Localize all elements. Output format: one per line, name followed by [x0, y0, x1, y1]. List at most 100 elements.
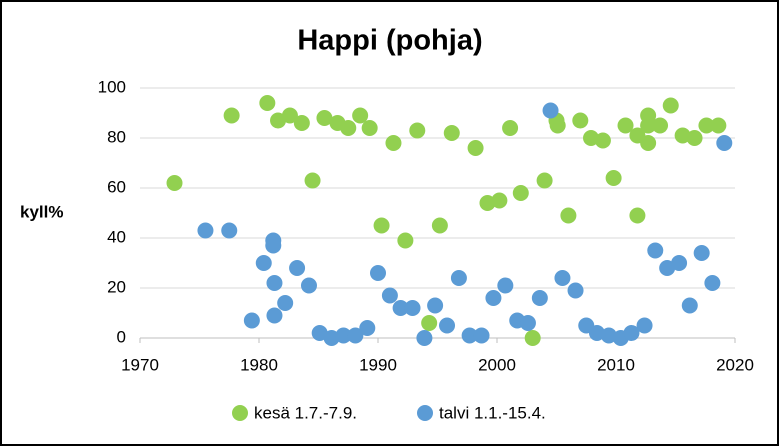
point	[370, 265, 386, 281]
point	[594, 132, 611, 149]
point	[259, 95, 276, 111]
point	[617, 117, 634, 134]
point	[662, 97, 679, 114]
point	[293, 115, 310, 131]
point	[300, 277, 317, 294]
point	[304, 172, 321, 189]
point	[519, 315, 536, 331]
point	[588, 325, 605, 341]
point	[335, 327, 352, 344]
y-tick-label: 100	[98, 77, 126, 96]
point	[572, 112, 589, 129]
point	[479, 195, 496, 211]
x-tick-label: 2000	[478, 355, 516, 374]
x-tick-label: 1970	[121, 355, 159, 374]
point	[605, 170, 622, 186]
point	[223, 107, 240, 124]
point	[554, 270, 571, 286]
point	[359, 320, 376, 336]
x-tick-label: 1990	[359, 355, 397, 374]
point	[373, 217, 390, 234]
x-tick-label: 2010	[597, 355, 635, 374]
point	[439, 317, 456, 334]
point	[243, 312, 260, 329]
point	[636, 317, 653, 334]
y-tick-label: 80	[107, 127, 126, 146]
point	[340, 120, 357, 136]
point	[197, 222, 214, 239]
point	[266, 307, 283, 324]
point	[409, 122, 426, 139]
point	[266, 275, 283, 291]
point	[549, 117, 566, 134]
point	[461, 327, 478, 344]
point	[323, 330, 340, 346]
y-tick-label: 60	[107, 177, 126, 196]
point	[166, 175, 183, 191]
point	[427, 297, 444, 314]
point	[221, 222, 238, 239]
point	[352, 107, 369, 124]
point	[567, 282, 584, 299]
y-tick-label: 0	[117, 327, 126, 346]
point	[704, 275, 721, 291]
legend-marker	[232, 405, 248, 421]
point	[450, 270, 467, 286]
point	[443, 125, 460, 141]
point	[431, 217, 448, 234]
point	[640, 117, 657, 134]
point	[361, 120, 378, 136]
legend-marker	[417, 405, 433, 421]
point	[347, 327, 364, 344]
point	[716, 135, 733, 151]
point	[381, 287, 398, 304]
x-tick-label: 1980	[240, 355, 278, 374]
point	[316, 110, 333, 126]
point	[485, 290, 502, 306]
chart-title: Happi (pohja)	[297, 25, 482, 57]
point	[404, 300, 421, 316]
point	[277, 295, 294, 311]
point	[512, 185, 529, 201]
point	[473, 327, 490, 344]
point	[647, 242, 664, 259]
point	[524, 330, 541, 346]
point	[698, 117, 715, 134]
point	[600, 327, 617, 344]
point	[652, 117, 669, 134]
point	[385, 135, 402, 151]
y-axis-label: kyll%	[20, 202, 63, 221]
point	[629, 207, 646, 224]
point	[674, 127, 691, 144]
point	[531, 290, 548, 306]
point	[467, 140, 484, 156]
point	[686, 130, 703, 146]
point	[536, 172, 553, 189]
point	[502, 120, 519, 136]
point	[491, 192, 508, 209]
point	[640, 135, 657, 151]
point	[583, 130, 600, 146]
point	[265, 237, 282, 254]
legend-label: talvi 1.1.-15.4.	[439, 403, 546, 422]
point	[671, 255, 688, 271]
point	[560, 207, 577, 224]
point	[281, 107, 298, 124]
point	[416, 330, 433, 346]
point	[681, 297, 698, 314]
point	[497, 277, 514, 294]
legend-label: kesä 1.7.-7.9.	[254, 403, 357, 422]
point	[289, 260, 306, 276]
y-tick-label: 40	[107, 227, 126, 246]
point	[255, 255, 272, 271]
x-tick-label: 2020	[716, 355, 754, 374]
point	[421, 315, 438, 331]
point	[392, 300, 409, 316]
point	[693, 245, 710, 261]
point	[710, 117, 727, 134]
y-tick-label: 20	[107, 277, 126, 296]
point	[623, 325, 640, 341]
point	[397, 232, 414, 249]
